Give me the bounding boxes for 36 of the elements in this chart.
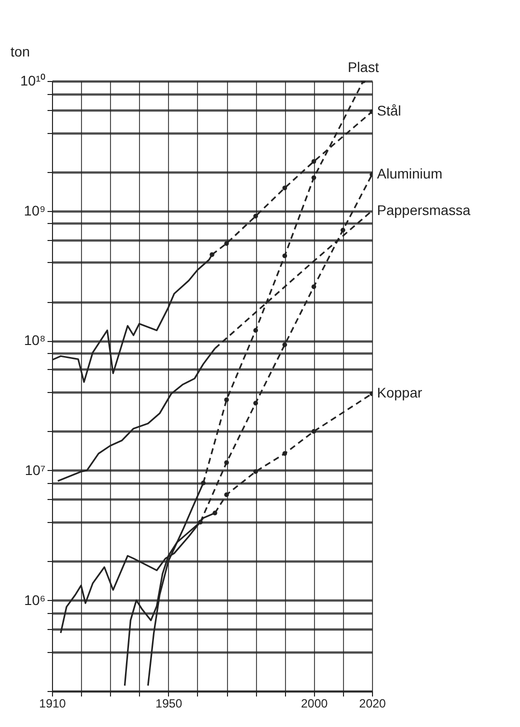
y-tick-label: 10⁶ — [24, 592, 46, 608]
point — [224, 241, 229, 246]
point — [340, 228, 346, 232]
y-axis-title: ton — [10, 44, 30, 60]
x-tick-label: 1910 — [39, 696, 66, 710]
y-tick-label: 10⁷ — [24, 462, 46, 478]
x-tick-label: 1950 — [156, 696, 183, 710]
point — [200, 480, 206, 486]
point — [224, 492, 229, 498]
point — [253, 328, 258, 333]
point — [253, 400, 258, 406]
point — [224, 397, 229, 402]
point — [282, 342, 288, 348]
point — [311, 429, 316, 434]
x-tick-label: 2000 — [300, 696, 328, 710]
series-label: Koppar — [377, 384, 422, 401]
y-tick-label: 10⁹ — [24, 202, 46, 218]
point — [311, 159, 316, 164]
x-tick-label: 2020 — [359, 696, 386, 710]
point — [212, 510, 218, 516]
point — [253, 214, 258, 218]
point — [198, 520, 203, 524]
series-label: Aluminium — [377, 166, 442, 182]
series-label: Plast — [348, 59, 379, 75]
point — [224, 460, 229, 465]
point — [282, 451, 288, 456]
series-label: Stål — [377, 102, 402, 119]
point — [282, 186, 288, 190]
point — [311, 284, 316, 290]
series-label: Pappersmassa — [377, 202, 471, 218]
y-tick-label: 10¹⁰ — [20, 72, 46, 88]
point — [253, 469, 258, 474]
point — [282, 253, 288, 258]
y-tick-label: 10⁸ — [24, 332, 46, 348]
point — [210, 252, 214, 257]
point — [311, 175, 316, 180]
